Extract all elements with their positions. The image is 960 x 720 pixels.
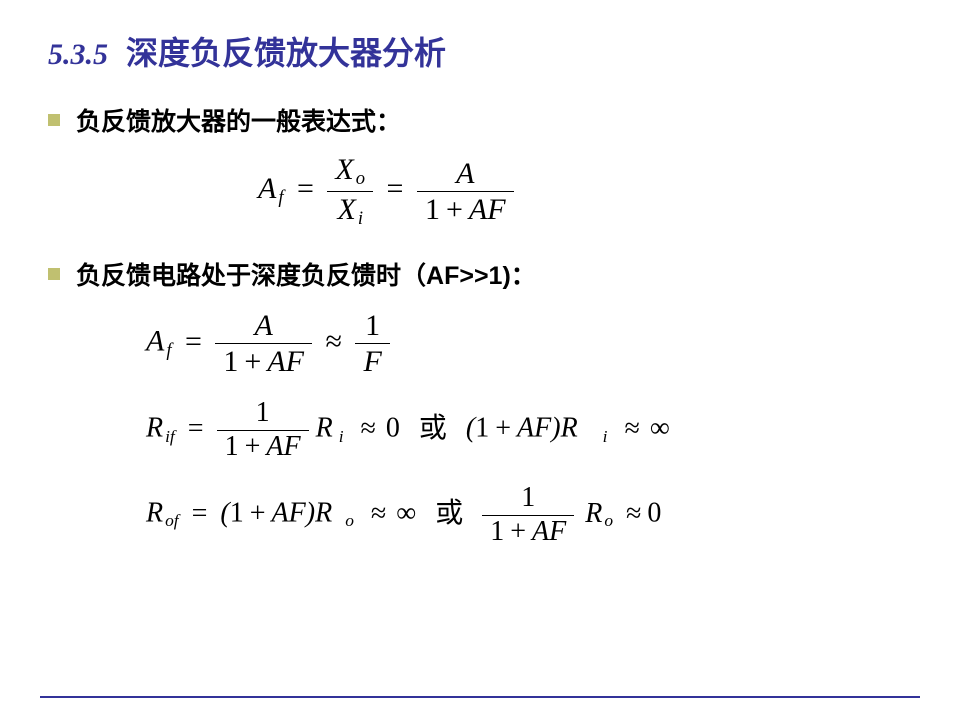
bullet-item: 负反馈放大器的一般表达式： [48, 102, 912, 138]
equation-output-resistance: Rof = (1+AF)R o ≈∞ 或 1 1+AF Ro ≈0 [146, 482, 912, 549]
bullet-text: 负反馈放大器的一般表达式： [76, 102, 401, 138]
equation-general: Af = Xo Xi = A 1+AF [258, 152, 912, 230]
equation-input-resistance: Rif = 1 1+AF Ri ≈0 或 (1+AF)R i ≈∞ [146, 397, 912, 464]
section-number: 5.3.5 [48, 38, 108, 71]
bullet-icon [48, 268, 60, 280]
bullet-text: 负反馈电路处于深度负反馈时（AF>>1)： [76, 256, 536, 292]
bullet-item: 负反馈电路处于深度负反馈时（AF>>1)： [48, 256, 912, 292]
equation-deep-gain: Af = A 1+AF ≈ 1 F [146, 308, 912, 379]
slide-content: 5.3.5 深度负反馈放大器分析 负反馈放大器的一般表达式： Af = Xo X… [0, 0, 960, 720]
section-heading: 5.3.5 深度负反馈放大器分析 [48, 28, 912, 74]
bullet-icon [48, 114, 60, 126]
footer-divider [40, 696, 920, 698]
section-title: 深度负反馈放大器分析 [126, 35, 446, 71]
